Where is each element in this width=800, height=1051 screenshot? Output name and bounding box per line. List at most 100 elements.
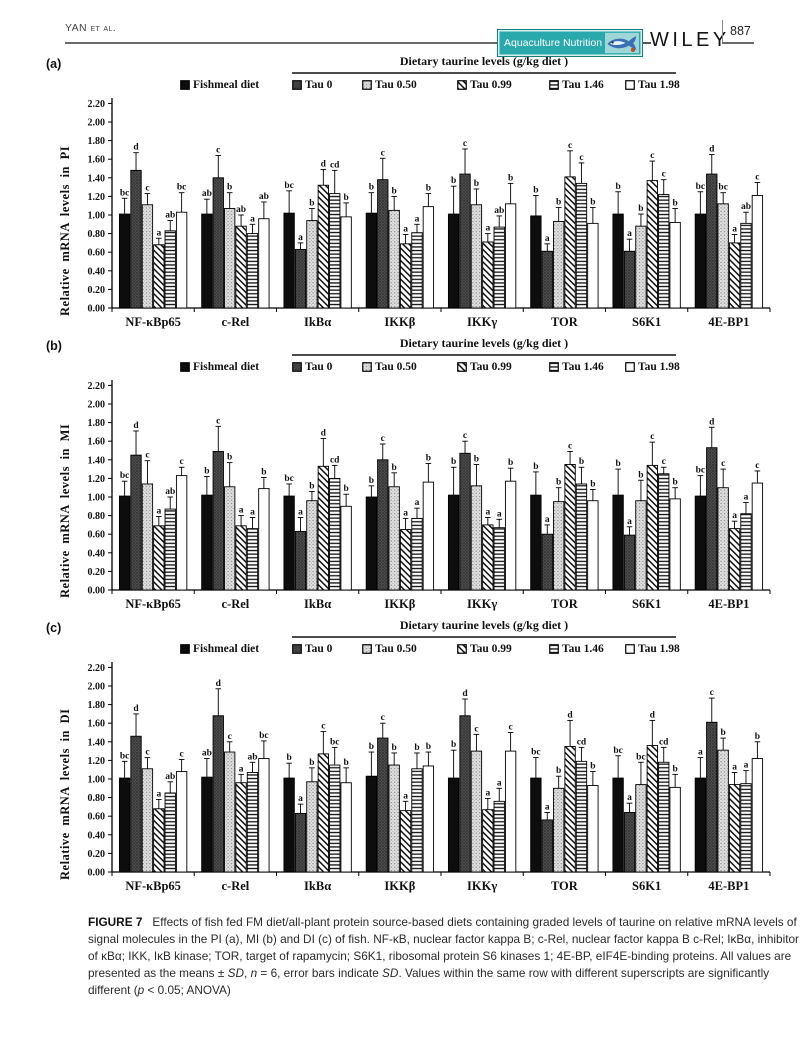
significance-letter: d (133, 421, 139, 431)
legend-swatch-dark (292, 644, 302, 654)
significance-letter: a (156, 228, 161, 238)
significance-letter: c (662, 170, 666, 180)
legend-item-fishmeal-diet: Fishmeal diet (180, 643, 259, 655)
significance-letter: b (261, 467, 266, 477)
bar (447, 494, 460, 591)
bar (422, 765, 435, 873)
bar-chart-svg: 0.00 0.20 0.40 0.60 0.80 1.00 1.20 1.40 1.60 1.80… (88, 662, 771, 893)
bar (340, 216, 352, 309)
legend-item-tau-1-46: Tau 1.46 (549, 643, 604, 655)
significance-letter: b (579, 457, 584, 467)
y-tick-label: 0.00 (88, 586, 106, 597)
legend-swatch-white (625, 644, 635, 654)
bar (482, 241, 494, 309)
significance-letter: b (508, 458, 513, 468)
significance-letter: a (732, 762, 737, 772)
bar (377, 459, 389, 591)
bar (153, 808, 165, 873)
category-label: NF-κBp65 (125, 879, 181, 893)
significance-letter: b (556, 478, 561, 488)
category-label: S6K1 (632, 879, 661, 893)
bar (175, 475, 188, 591)
bar (283, 212, 295, 309)
significance-letter: ab (165, 211, 175, 221)
legend-swatch-hlines (549, 80, 559, 90)
significance-letter: bc (330, 737, 340, 747)
y-tick-label: 1.60 (88, 155, 106, 166)
category-label: S6K1 (632, 315, 661, 329)
bar (635, 500, 647, 591)
page-number-divider (722, 20, 723, 43)
significance-letter: cd (330, 455, 340, 465)
bar (575, 483, 588, 591)
significance-letter: b (451, 740, 456, 750)
y-tick-label: 2.20 (88, 381, 106, 392)
bar (340, 505, 352, 591)
legend-label: Tau 0 (305, 361, 333, 373)
bar (141, 483, 154, 591)
bar (612, 494, 624, 591)
legend-label: Tau 1.98 (638, 79, 680, 91)
significance-letter: d (650, 710, 656, 720)
page-number-rule (722, 42, 754, 44)
significance-letter: bc (531, 748, 541, 758)
legend-item-tau-0-50: Tau 0.50 (362, 361, 417, 373)
bar (587, 500, 599, 591)
significance-letter: c (463, 431, 467, 441)
bar (728, 784, 741, 873)
bar (530, 215, 542, 309)
significance-letter: ab (202, 749, 212, 759)
significance-letter: a (403, 508, 408, 518)
bar (504, 480, 517, 591)
y-tick-label: 0.60 (88, 248, 106, 259)
significance-letter: d (321, 159, 327, 169)
significance-letter: b (556, 766, 561, 776)
significance-letter: a (627, 793, 632, 803)
bar (530, 777, 542, 873)
significance-letter: c (474, 724, 478, 734)
significance-letter: ab (259, 192, 269, 202)
significance-letter: a (156, 789, 161, 799)
bar (482, 524, 494, 591)
category-label: IKKβ (384, 597, 415, 611)
significance-letter: c (145, 748, 149, 758)
bar (623, 250, 636, 309)
significance-letter: c (662, 457, 666, 467)
bar (541, 533, 553, 591)
panel-label-c: (c) (46, 621, 62, 635)
bar (175, 771, 188, 873)
significance-letter: d (709, 145, 715, 155)
bar (235, 782, 247, 873)
bar (399, 243, 412, 309)
bar (118, 495, 131, 591)
bar (575, 760, 588, 873)
y-tick-label: 1.40 (88, 737, 106, 748)
legend-label: Tau 1.98 (638, 643, 680, 655)
fish-logo-icon (605, 32, 639, 54)
bar (258, 488, 270, 591)
significance-letter: c (650, 432, 654, 442)
bar (141, 204, 154, 309)
significance-letter: a (485, 224, 490, 234)
category-label: c-Rel (221, 597, 249, 611)
legend-label: Tau 0 (305, 79, 333, 91)
y-tick-label: 0.00 (88, 868, 106, 879)
significance-letter: d (133, 704, 139, 714)
bar (306, 500, 318, 591)
bar (541, 819, 553, 873)
y-tick-label: 2.00 (88, 400, 106, 411)
y-tick-label: 2.00 (88, 682, 106, 693)
legend-swatch-solid (180, 362, 190, 372)
bar (459, 173, 471, 309)
y-tick-label: 1.20 (88, 192, 106, 203)
legend-label: Tau 1.98 (638, 361, 680, 373)
significance-letter: b (286, 753, 291, 763)
y-tick-label: 2.20 (88, 663, 106, 674)
significance-letter: ab (165, 772, 175, 782)
panel-label-a: (a) (46, 57, 62, 71)
bar (658, 194, 670, 309)
y-tick-label: 0.20 (88, 285, 106, 296)
bar (317, 465, 329, 591)
y-axis-label: Relative mRNA levels in PI (58, 145, 72, 316)
bar (669, 786, 681, 873)
